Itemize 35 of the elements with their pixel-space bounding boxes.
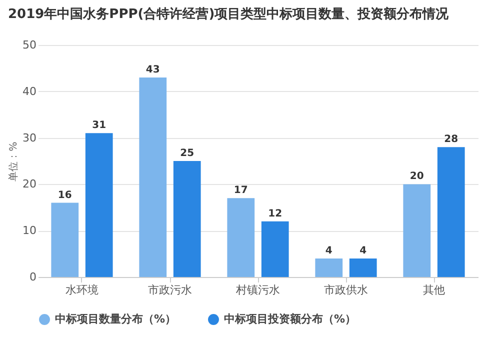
bar	[227, 198, 255, 277]
y-axis-title: 单位：%	[8, 142, 20, 182]
bar	[349, 258, 377, 277]
bar	[51, 202, 79, 277]
bar	[403, 184, 431, 277]
bar	[85, 133, 113, 277]
data-label: 4	[360, 245, 367, 256]
y-tick-label: 40	[22, 84, 36, 98]
bar	[315, 258, 343, 277]
data-label: 43	[146, 64, 160, 76]
bar	[437, 147, 465, 277]
y-tick-label: 0	[30, 270, 36, 284]
data-label: 12	[268, 208, 282, 220]
x-tick-label: 市政供水	[324, 284, 368, 296]
data-label: 31	[92, 120, 106, 132]
x-tick-label: 村镇污水	[235, 284, 280, 296]
legend-label: 中标项目投资额分布（%）	[224, 312, 356, 326]
y-tick-label: 30	[22, 131, 36, 144]
legend-label: 中标项目数量分布（%）	[55, 312, 176, 326]
x-tick-label: 其他	[423, 284, 445, 296]
bar	[139, 77, 167, 277]
x-tick-label: 市政污水	[148, 284, 192, 296]
data-label: 17	[234, 185, 248, 196]
bar	[173, 161, 201, 277]
data-label: 25	[180, 148, 194, 159]
data-label: 28	[444, 134, 458, 146]
data-label: 4	[325, 245, 332, 256]
data-label: 16	[58, 190, 72, 201]
bar	[261, 221, 289, 277]
data-label: 20	[410, 171, 424, 182]
y-tick-label: 20	[22, 178, 36, 191]
y-tick-label: 10	[22, 224, 36, 238]
chart-title: 2019年中国水务PPP(合特许经营)项目类型中标项目数量、投资额分布情况	[8, 6, 450, 22]
x-tick-label: 水环境	[66, 284, 98, 296]
y-tick-label: 50	[22, 38, 36, 52]
